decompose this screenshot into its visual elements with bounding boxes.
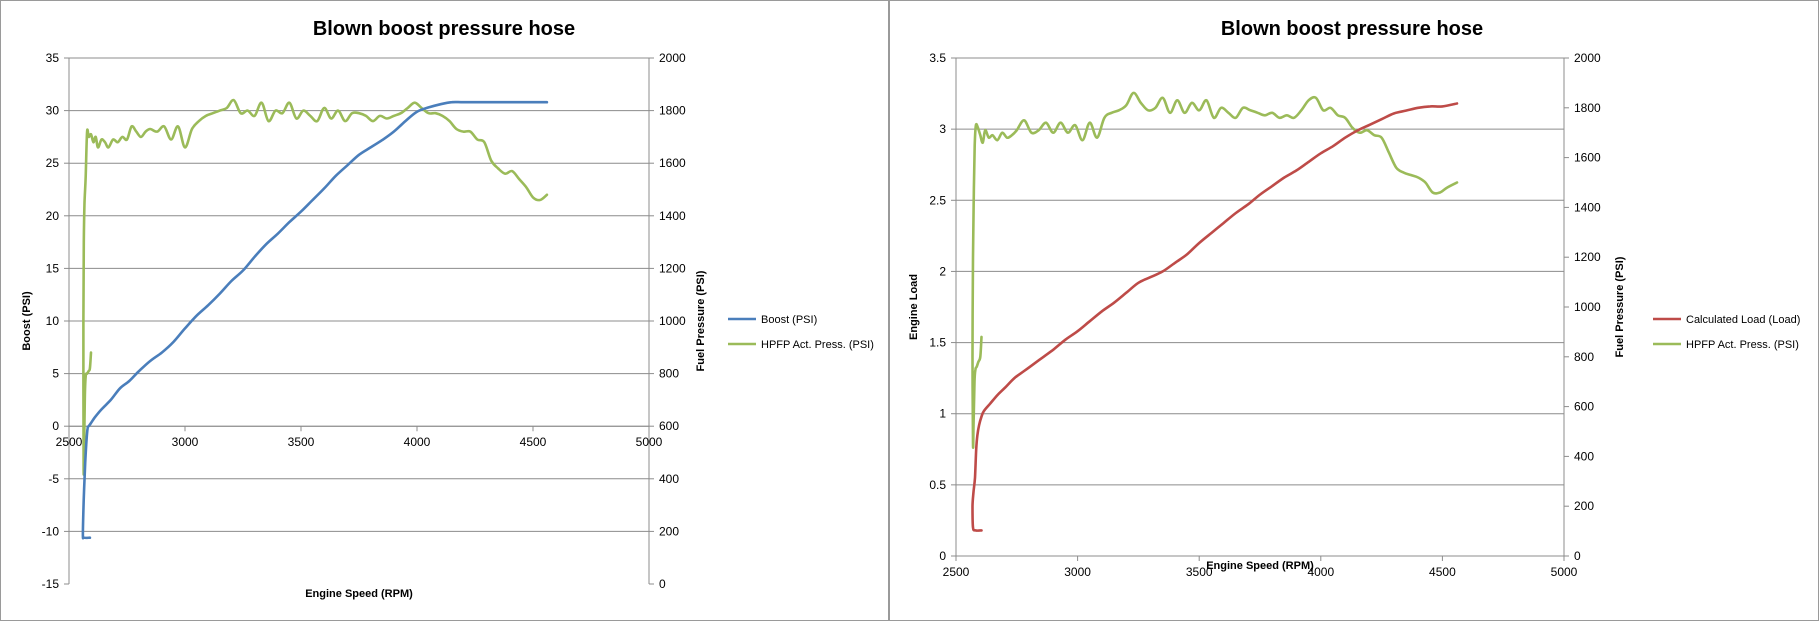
y2-tick-label: 1000 — [1574, 300, 1601, 314]
y-tick-label: 1.5 — [929, 336, 946, 350]
y2-axis-title: Fuel Pressure (PSI) — [1614, 256, 1626, 357]
series-line-boost-psi — [81, 100, 549, 540]
chart-right: Blown boost pressure hose 0 0.5 1 1.5 2 2.5 3 3.… — [908, 18, 1800, 579]
series-line-calculated-load-load — [971, 102, 1459, 532]
x-tick-label: 5000 — [636, 435, 663, 449]
y2-tick-label: 2000 — [1574, 51, 1601, 65]
y-tick-label: 15 — [46, 261, 60, 275]
y2-tick-label: 1800 — [659, 104, 686, 118]
y-tick-label: 1 — [939, 407, 946, 421]
y-tick-label: 35 — [46, 51, 60, 65]
y-tick-label: -10 — [42, 524, 60, 538]
y2-tick-label: 1000 — [659, 314, 686, 328]
x-axis-title: Engine Speed (RPM) — [305, 588, 413, 600]
y2-tick-label: 400 — [659, 472, 679, 486]
y-tick-label: -15 — [42, 577, 60, 591]
y-tick-label: 30 — [46, 104, 60, 118]
y2-tick-label: 1200 — [1574, 250, 1601, 264]
legend-label: HPFP Act. Press. (PSI) — [761, 339, 874, 351]
series-line-hpfp-act-press-psi — [82, 98, 549, 476]
y-axis-title: Boost (PSI) — [21, 291, 33, 351]
y2-tick-label: 1400 — [1574, 200, 1601, 214]
chart-title: Blown boost pressure hose — [1221, 18, 1483, 40]
y2-tick-label: 600 — [1574, 400, 1594, 414]
y2-tick-label: 600 — [659, 419, 679, 433]
y2-tick-label: 200 — [1574, 499, 1594, 513]
y2-tick-label: 0 — [659, 577, 666, 591]
y-axis-title: Engine Load — [908, 274, 920, 340]
y-tick-label: 0.5 — [929, 478, 946, 492]
x-axis-title: Engine Speed (RPM) — [1206, 560, 1314, 572]
y2-tick-label: 2000 — [659, 51, 686, 65]
x-tick-label: 5000 — [1551, 565, 1578, 579]
y2-tick-label: 1600 — [1574, 151, 1601, 165]
legend-label: Boost (PSI) — [761, 314, 817, 326]
legend-label: HPFP Act. Press. (PSI) — [1686, 339, 1799, 351]
x-tick-label: 4500 — [1429, 565, 1456, 579]
y-tick-label: 3.5 — [929, 51, 946, 65]
x-tick-label: 2500 — [56, 435, 83, 449]
y2-tick-label: 1600 — [659, 156, 686, 170]
y2-tick-label: 1400 — [659, 209, 686, 223]
legend-label: Calculated Load (Load) — [1686, 314, 1800, 326]
y2-tick-label: 800 — [1574, 350, 1594, 364]
y-tick-label: -5 — [48, 472, 59, 486]
x-tick-label: 3000 — [1064, 565, 1091, 579]
series-line-hpfp-act-press-psi — [971, 91, 1459, 449]
y-tick-label: 2.5 — [929, 193, 946, 207]
x-tick-label: 3500 — [288, 435, 315, 449]
y-tick-label: 20 — [46, 209, 60, 223]
y-tick-label: 5 — [52, 367, 59, 381]
chart-left: Blown boost pressure hose -15 -10 -5 0 5 10 15 2… — [21, 18, 874, 600]
y-tick-label: 3 — [939, 122, 946, 136]
x-tick-label: 4000 — [404, 435, 431, 449]
y-tick-label: 25 — [46, 156, 60, 170]
x-tick-label: 4500 — [520, 435, 547, 449]
y-tick-label: 0 — [939, 549, 946, 563]
x-tick-label: 4000 — [1307, 565, 1334, 579]
x-tick-label: 2500 — [943, 565, 970, 579]
y2-tick-label: 1800 — [1574, 101, 1601, 115]
y2-tick-label: 0 — [1574, 549, 1581, 563]
chart-panel-left: Blown boost pressure hose -15 -10 -5 0 5 10 15 2… — [0, 0, 889, 621]
y-tick-label: 2 — [939, 264, 946, 278]
y-tick-label: 10 — [46, 314, 60, 328]
y2-tick-label: 200 — [659, 524, 679, 538]
y2-tick-label: 400 — [1574, 449, 1594, 463]
y2-tick-label: 1200 — [659, 261, 686, 275]
y-tick-label: 0 — [52, 419, 59, 433]
chart-panel-right: Blown boost pressure hose 0 0.5 1 1.5 2 2.5 3 3.… — [889, 0, 1819, 621]
x-tick-label: 3500 — [1186, 565, 1213, 579]
x-tick-label: 3000 — [172, 435, 199, 449]
y2-tick-label: 800 — [659, 367, 679, 381]
y2-axis-title: Fuel Pressure (PSI) — [695, 270, 707, 371]
chart-title: Blown boost pressure hose — [313, 18, 575, 40]
